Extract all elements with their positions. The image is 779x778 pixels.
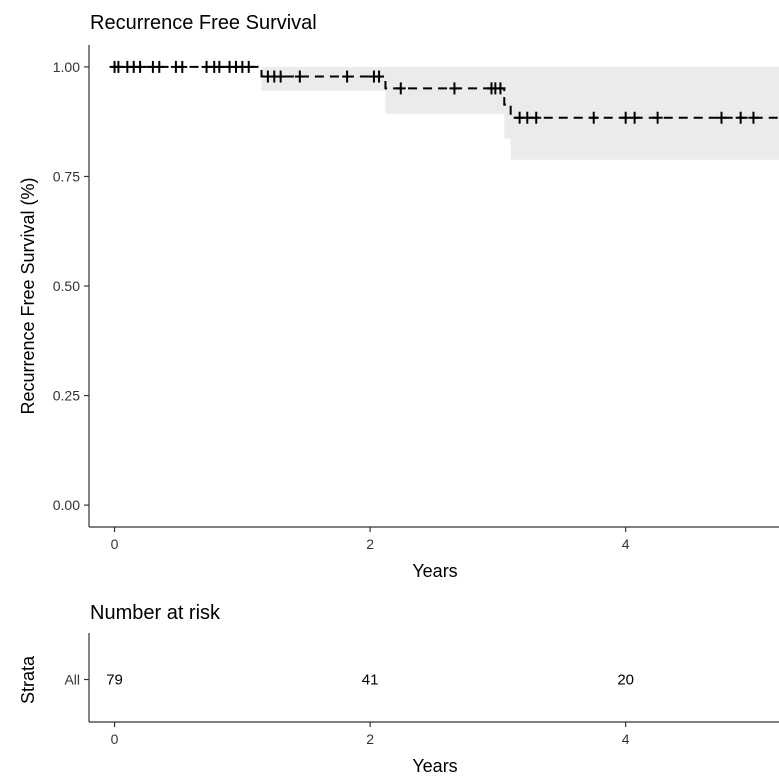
- censor-mark: [294, 70, 305, 83]
- risk-values: 79 41 20: [106, 672, 634, 689]
- censor-mark: [275, 70, 286, 83]
- km-y-tick-label: 0.50: [53, 278, 80, 294]
- censor-mark: [588, 111, 599, 124]
- km-y-axis-title: Recurrence Free Survival (%): [18, 177, 38, 414]
- survival-step-line: [114, 65, 779, 119]
- risk-x-axis-title: Years: [412, 756, 457, 776]
- censor-mark: [748, 111, 759, 124]
- km-survival-curve: [114, 65, 779, 119]
- censor-mark: [629, 111, 640, 124]
- censor-mark: [113, 60, 124, 73]
- km-x-axis-title: Years: [412, 561, 457, 581]
- km-censor-marks: [109, 60, 759, 124]
- km-chart-title: Recurrence Free Survival: [90, 12, 317, 34]
- km-x-tick-label: 2: [366, 536, 374, 552]
- risk-y-axis-title: Strata: [18, 655, 38, 704]
- km-y-tick-label: 0.75: [53, 168, 80, 184]
- risk-x-tick-label: 4: [622, 731, 630, 747]
- risk-axes: All 0 2 4: [64, 633, 779, 747]
- censor-mark: [214, 60, 225, 73]
- km-y-tick-label: 0.25: [53, 388, 80, 404]
- km-y-tick-label: 1.00: [53, 59, 80, 75]
- km-x-tick-label: 4: [622, 536, 630, 552]
- censor-mark: [342, 70, 353, 83]
- ci-band: [114, 66, 779, 160]
- risk-count: 41: [362, 672, 379, 689]
- censor-mark: [154, 60, 165, 73]
- km-axes: 0.00 0.25 0.50 0.75 1.00 0 2 4: [53, 45, 779, 552]
- risk-count: 79: [106, 672, 123, 689]
- censor-mark: [243, 60, 254, 73]
- risk-table-title: Number at risk: [90, 602, 221, 624]
- censor-mark: [449, 82, 460, 95]
- censor-mark: [531, 111, 542, 124]
- risk-x-tick-label: 2: [366, 731, 374, 747]
- censor-mark: [620, 111, 631, 124]
- censor-mark: [522, 111, 533, 124]
- km-x-tick-label: 0: [111, 536, 119, 552]
- censor-mark: [652, 111, 663, 124]
- km-confidence-band: [114, 66, 779, 160]
- risk-count: 20: [617, 672, 634, 689]
- censor-mark: [735, 111, 746, 124]
- strata-label: All: [64, 672, 80, 688]
- censor-mark: [135, 60, 146, 73]
- km-y-tick-label: 0.00: [53, 497, 80, 513]
- censor-mark: [395, 82, 406, 95]
- censor-mark: [177, 60, 188, 73]
- censor-mark: [374, 70, 385, 83]
- risk-x-tick-label: 0: [111, 731, 119, 747]
- censor-mark: [495, 82, 506, 95]
- censor-mark: [716, 111, 727, 124]
